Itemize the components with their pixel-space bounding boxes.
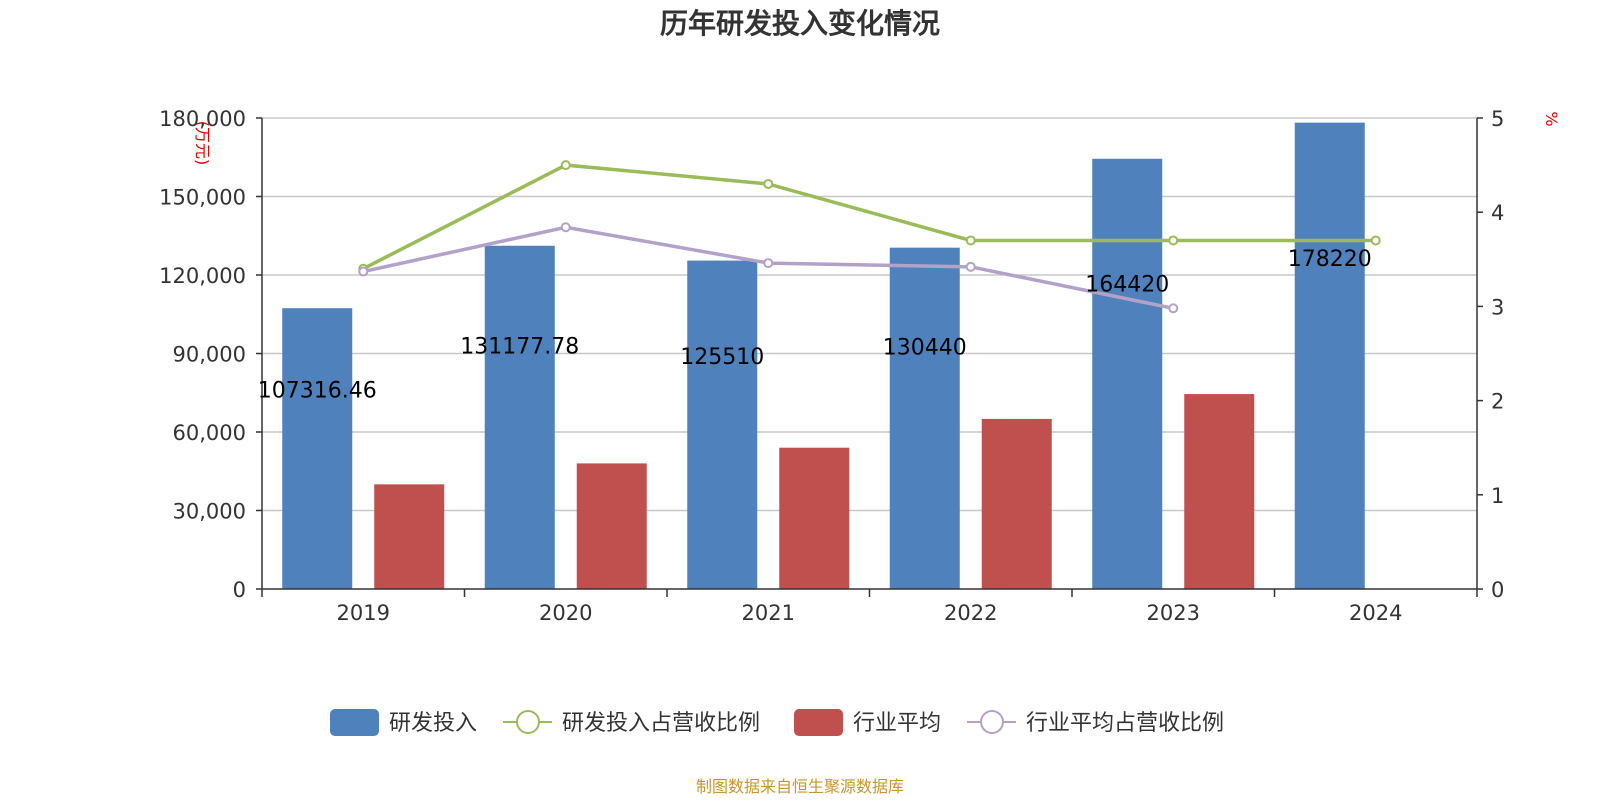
bar [576,463,647,589]
line-point [358,266,369,277]
bar-data-label: 164420 [1085,273,1169,298]
y-left-axis-label: (万元) [193,121,212,166]
x-tick-label: 2024 [1349,601,1402,625]
bar [1294,122,1365,590]
line-point [965,235,976,246]
x-tick-label: 2020 [539,601,592,625]
x-tick-label: 2021 [742,601,795,625]
line-point [763,258,774,269]
x-tick-label: 2022 [944,601,997,625]
bar-data-label: 130440 [883,336,967,361]
legend-swatch [794,709,843,736]
axes: 0 30,000 60,000 90,000 120,000 150,000 180,000… [159,107,1561,625]
legend-swatch [330,709,379,736]
y-right-tick-label: 4 [1491,201,1504,225]
bar-data-label: 131177.78 [460,334,579,359]
line-point [560,222,571,233]
line-point [1168,303,1179,314]
series-line [362,163,1376,271]
legend-label: 行业平均占营收比例 [1026,711,1224,736]
bar [1092,158,1163,589]
legend-label: 研发投入占营收比例 [562,711,760,736]
y-left-tick-label: 0 [233,578,246,602]
x-tick-label: 2023 [1147,601,1200,625]
legend-label: 研发投入 [389,711,477,736]
line-point [965,261,976,272]
y-left-tick-label: 90,000 [173,343,246,367]
y-left-tick-label: 180,000 [159,107,246,131]
chart-title: 历年研发投入变化情况 [660,7,940,40]
legend: 研发投入 研发投入占营收比例 行业平均 行业平均占营收比例 [330,709,1224,736]
y-left-tick-label: 60,000 [173,421,246,445]
y-left-tick-label: 30,000 [173,500,246,524]
line-point [1168,235,1179,246]
bars [282,122,1365,590]
bar-data-label: 125510 [680,345,764,370]
y-right-tick-label: 0 [1491,578,1504,602]
bar [981,418,1052,589]
line-point [1370,235,1381,246]
bar [484,245,555,590]
y-right-tick-label: 3 [1491,295,1504,319]
x-tick-label: 2019 [337,601,390,625]
bar-data-label: 107316.46 [258,379,377,404]
bar [282,308,353,589]
bar-data-label: 178220 [1288,247,1372,272]
source-note: 制图数据来自恒生聚源数据库 [696,777,904,796]
y-left-tick-label: 120,000 [159,264,246,288]
y-right-tick-label: 5 [1491,107,1504,131]
legend-swatch-marker [516,710,540,734]
legend-label: 行业平均 [853,711,941,736]
y-right-tick-label: 1 [1491,484,1504,508]
y-right-tick-label: 2 [1491,390,1504,414]
bar [779,447,850,589]
y-right-axis-label: % [1542,111,1561,126]
line-point [763,178,774,189]
data-labels: 107316.46 131177.78 125510 130440 164420 1782… [258,247,1372,404]
grid-lines [262,117,1477,512]
line-point [560,160,571,171]
legend-swatch-marker [980,710,1004,734]
bar [889,247,960,589]
y-left-tick-label: 150,000 [159,186,246,210]
lines [358,160,1381,314]
bar [374,484,445,589]
bar [1184,394,1255,589]
bar [687,260,758,589]
